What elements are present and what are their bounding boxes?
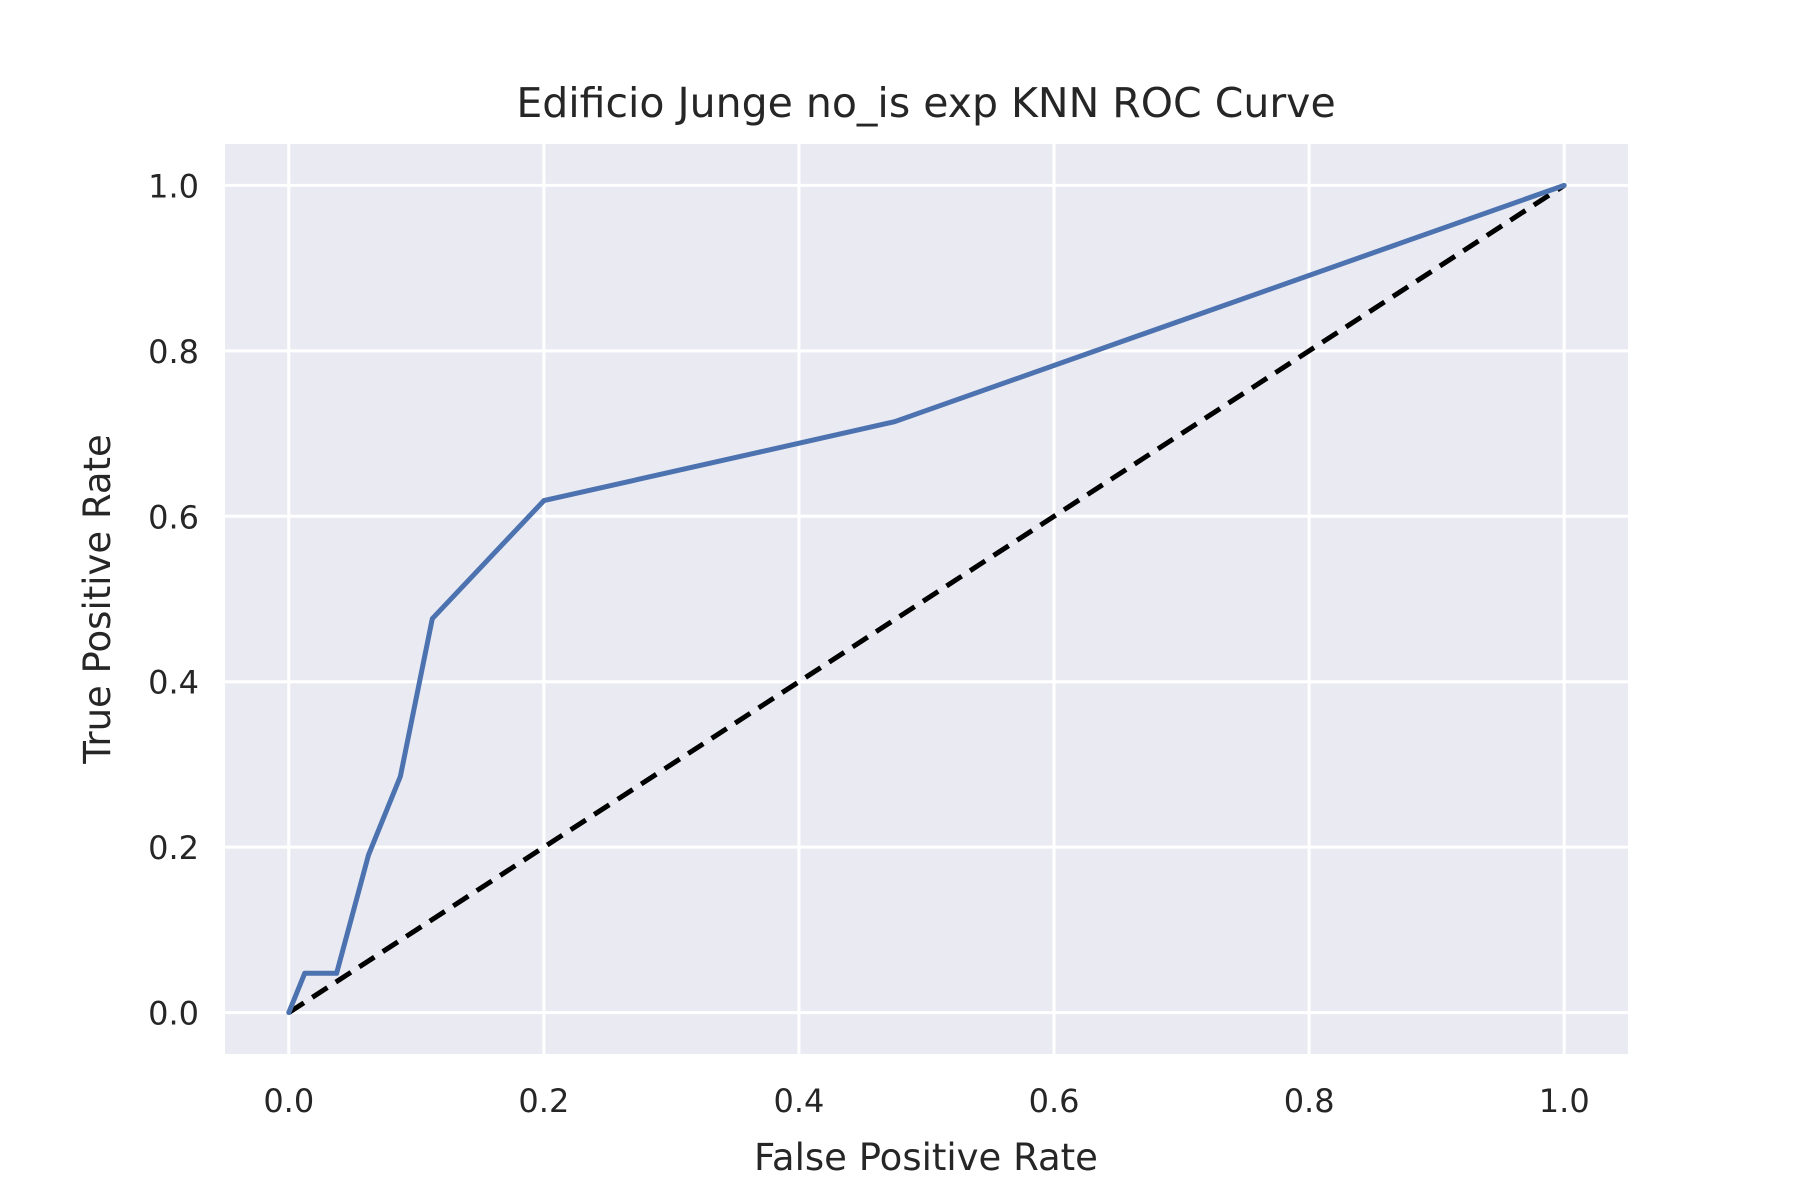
x-tick-label: 1.0 — [1539, 1082, 1590, 1120]
x-tick-label: 0.8 — [1284, 1082, 1335, 1120]
x-gridlines — [287, 144, 1566, 1054]
y-tick-label: 0.4 — [148, 664, 199, 702]
y-gridlines — [225, 183, 1628, 1015]
x-tick-label: 0.6 — [1029, 1082, 1080, 1120]
x-tick-label: 0.0 — [263, 1082, 314, 1120]
chance-diagonal-line — [287, 183, 1566, 1015]
x-axis-label: False Positive Rate — [754, 1136, 1098, 1179]
y-axis-label: True Positive Rate — [76, 434, 119, 765]
y-tick-labels: 0.0 0.2 0.4 0.6 0.8 1.0 — [148, 167, 199, 1032]
x-tick-label: 0.4 — [774, 1082, 825, 1120]
roc-curve-line — [286, 182, 1567, 1016]
y-tick-label: 0.8 — [148, 333, 199, 371]
y-tick-label: 0.6 — [148, 498, 199, 536]
chart-title: Edificio Junge no_is exp KNN ROC Curve — [516, 79, 1335, 127]
x-tick-labels: 0.0 0.2 0.4 0.6 0.8 1.0 — [263, 1082, 1589, 1120]
y-tick-label: 1.0 — [148, 167, 199, 205]
y-tick-label: 0.0 — [148, 995, 199, 1033]
series-layer — [286, 182, 1567, 1016]
x-tick-label: 0.2 — [518, 1082, 569, 1120]
y-tick-label: 0.2 — [148, 829, 199, 867]
